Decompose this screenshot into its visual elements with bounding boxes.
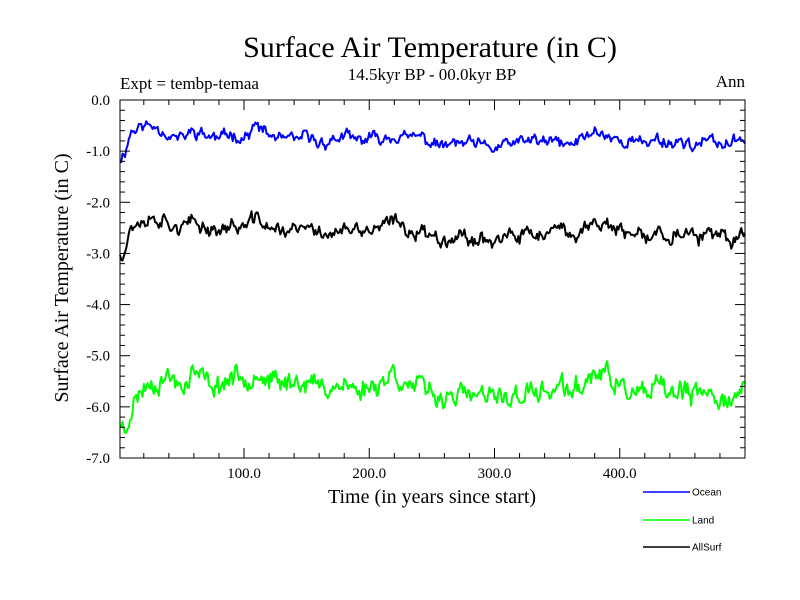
series-line-land xyxy=(119,360,746,434)
x-tick-label: 300.0 xyxy=(478,466,512,482)
legend-label-land: Land xyxy=(692,516,714,527)
y-tick-label: -7.0 xyxy=(86,451,110,467)
legend-label-ocean: Ocean xyxy=(692,488,721,499)
y-tick-label: 0.0 xyxy=(91,93,110,109)
y-tick-label: -6.0 xyxy=(86,400,110,416)
x-axis-label: Time (in years since start) xyxy=(328,486,536,508)
plot-frame xyxy=(119,99,746,459)
series-line-allsurf xyxy=(119,210,746,262)
series-layer xyxy=(119,120,746,434)
series-line-ocean xyxy=(119,120,746,164)
chart-subtitle: 14.5kyr BP - 00.0kyr BP xyxy=(348,65,516,84)
frame-layer: 0.0 -1.0 -2.0 -3.0 -4.0 -5.0 -6.0 -7.0 100.0 200.… xyxy=(86,93,746,482)
expt-annotation: Expt = tembp-temaa xyxy=(120,74,259,93)
y-tick-label: -5.0 xyxy=(86,349,110,365)
legend: Ocean Land AllSurf xyxy=(643,488,722,554)
chart-title: Surface Air Temperature (in C) xyxy=(243,31,617,64)
y-axis-label: Surface Air Temperature (in C) xyxy=(51,153,73,402)
x-tick-label: 400.0 xyxy=(603,466,637,482)
x-tick-label: 100.0 xyxy=(227,466,261,482)
y-tick-label: -4.0 xyxy=(86,298,110,314)
legend-label-allsurf: AllSurf xyxy=(692,543,722,554)
y-tick-label: -2.0 xyxy=(86,195,110,211)
season-annotation: Ann xyxy=(716,72,746,91)
x-tick-label: 200.0 xyxy=(352,466,386,482)
y-tick-label: -1.0 xyxy=(86,144,110,160)
y-tick-label: -3.0 xyxy=(86,246,110,262)
